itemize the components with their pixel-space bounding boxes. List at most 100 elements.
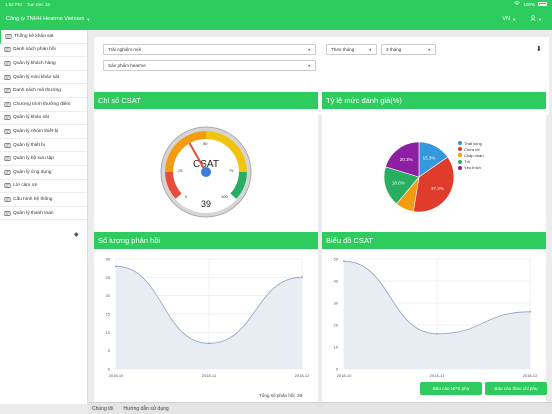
- sidebar-item-label: Danh sách mã thưởng: [13, 88, 61, 94]
- footer-about-link[interactable]: Chúng tôi: [92, 405, 114, 412]
- chevron-down-icon: ▼: [538, 16, 542, 22]
- csat-gauge: 0 25 50 75 100 CSAT 39: [160, 126, 252, 218]
- period-type-value: Theo tháng: [331, 47, 355, 52]
- status-bar: 1:52 PM Tue Dec 18 100%: [0, 0, 552, 8]
- clipboard-icon: [4, 115, 11, 121]
- period-type-select[interactable]: Theo tháng ▼: [326, 44, 377, 55]
- pie-slice[interactable]: [412, 156, 455, 213]
- legend-item[interactable]: Chấp nhận: [458, 152, 484, 158]
- pie-value-label: 15.3%: [423, 155, 436, 160]
- response-count-card: Số lượng phản hồi 0 5 10 15 20 25 30 2018-10 201…: [94, 232, 318, 404]
- sidebar-item[interactable]: Quản lý bộ sưu tập: [0, 152, 87, 166]
- sidebar-item[interactable]: Quản lý thanh toán: [0, 207, 87, 221]
- gauge-band-red: [165, 171, 182, 199]
- survey-icon: [4, 74, 11, 80]
- nps-report-button[interactable]: Báo cáo NPS phụ: [420, 382, 482, 395]
- rating-ratio-card: Tỷ lệ mức đánh giá(%) 15.3% 37.3% 18.6% 20.…: [322, 92, 546, 254]
- sidebar-item-label: Thống kê khảo sát: [14, 33, 54, 39]
- battery-icon: [538, 2, 547, 6]
- data-point[interactable]: [436, 332, 438, 335]
- status-time: 1:52 PM: [5, 1, 22, 7]
- card-title: Chỉ số CSAT: [94, 92, 318, 109]
- list-icon: [4, 47, 11, 53]
- sidebar-item[interactable]: Danh sách mã thưởng: [0, 84, 87, 98]
- gauge-tick-50: 50: [203, 141, 208, 146]
- gauge-tick-75: 75: [229, 168, 234, 173]
- legend-label: Thất vọng: [464, 140, 482, 146]
- x-tick-label: 2018-10: [337, 373, 352, 378]
- app-icon: [4, 169, 11, 175]
- pie-slice[interactable]: [385, 141, 420, 178]
- data-point[interactable]: [208, 342, 210, 345]
- data-point[interactable]: [343, 260, 345, 263]
- message-icon: [4, 183, 11, 189]
- period-value-select[interactable]: 3 tháng ▼: [381, 44, 436, 55]
- x-tick-label: 2018-11: [430, 373, 445, 378]
- sidebar-item[interactable]: Quản lý nhóm thiết bị: [0, 125, 87, 139]
- sidebar-item[interactable]: Lời cảm ơn: [0, 180, 87, 194]
- footer-guide-link[interactable]: Hướng dẫn sử dụng: [123, 405, 169, 412]
- chevron-down-icon: ▼: [512, 16, 517, 22]
- sidebar-item[interactable]: Chương trình thưởng điểm: [0, 98, 87, 112]
- pie-legend: Thất vọng Chưa tốt Chấp nhận Tốt Yêu thích: [458, 140, 484, 171]
- y-tick-label: 30: [106, 257, 111, 262]
- collapse-sidebar-icon[interactable]: ◆: [74, 232, 79, 238]
- sidebar-item[interactable]: Thống kê khảo sát: [0, 30, 87, 44]
- survey-select[interactable]: Trải nghiệm mới ▼: [103, 44, 316, 55]
- x-tick-label: 2018-11: [202, 373, 217, 378]
- legend-item[interactable]: Chưa tốt: [458, 146, 484, 152]
- sidebar-item[interactable]: Danh sách phản hồi: [0, 44, 87, 58]
- legend-label: Chưa tốt: [464, 146, 480, 152]
- y-tick-label: 10: [334, 345, 339, 350]
- x-tick-label: 2018-12: [523, 373, 538, 378]
- sidebar-item[interactable]: Quản lý khách hàng: [0, 57, 87, 71]
- company-switcher[interactable]: Công ty TNHH Hearme Vietnam ▼: [6, 16, 90, 22]
- download-icon[interactable]: ⬇: [536, 46, 542, 53]
- csat-chart-card: Biểu đồ CSAT 0 10 20 30 40 50 2018-10 2018-11 20…: [322, 232, 546, 404]
- legend-item[interactable]: Thất vọng: [458, 140, 484, 146]
- pie-slice[interactable]: [383, 166, 420, 205]
- legend-swatch: [458, 141, 462, 146]
- gauge-value: 39: [201, 199, 211, 209]
- y-tick-label: 0: [336, 367, 339, 372]
- chart-icon: [5, 33, 12, 39]
- sidebar-item[interactable]: Quản lý khảo sát: [0, 112, 87, 126]
- x-tick-label: 2018-10: [109, 373, 124, 378]
- battery-percent: 100%: [523, 1, 535, 7]
- sidebar-item[interactable]: Cấu hình hệ thống: [0, 193, 87, 207]
- card-title: Tỷ lệ mức đánh giá(%): [322, 92, 546, 109]
- data-point[interactable]: [301, 276, 303, 279]
- status-date: Tue Dec 18: [26, 1, 50, 7]
- product-select[interactable]: Sản phẩm hearme ▼: [103, 60, 316, 71]
- sidebar-item-label: Quản lý khách hàng: [13, 60, 56, 66]
- legend-item[interactable]: Tốt: [458, 159, 484, 165]
- csi-report-button[interactable]: Báo cáo theo chỉ phụ: [485, 382, 547, 395]
- sidebar-item[interactable]: Quản lý thiết bị: [0, 139, 87, 153]
- language-switcher[interactable]: VN ▼: [502, 16, 516, 22]
- gauge-needle: [188, 142, 207, 173]
- area-fill: [344, 261, 530, 369]
- gauge-label: CSAT: [193, 159, 219, 170]
- sidebar-item[interactable]: Quản lý mini khảo sát: [0, 71, 87, 85]
- data-point[interactable]: [115, 265, 117, 268]
- wifi-icon: [514, 1, 521, 7]
- legend-swatch: [458, 147, 462, 152]
- y-tick-label: 10: [106, 330, 111, 335]
- sidebar-item[interactable]: Quản lý ứng dụng: [0, 166, 87, 180]
- x-tick-label: 2018-12: [295, 373, 310, 378]
- legend-label: Tốt: [464, 159, 470, 165]
- y-tick-label: 50: [334, 257, 339, 262]
- user-icon: [530, 15, 536, 23]
- pie-value-label: 18.6%: [392, 181, 405, 186]
- y-tick-label: 5: [108, 348, 111, 353]
- period-value: 3 tháng: [386, 47, 402, 52]
- user-menu[interactable]: ▼: [530, 15, 542, 23]
- legend-item[interactable]: Yêu thích: [458, 165, 484, 171]
- y-tick-label: 20: [106, 293, 111, 298]
- data-point[interactable]: [529, 310, 531, 313]
- response-count-chart: 0 5 10 15 20 25 30 2018-10 2018-11 2018-12: [106, 257, 311, 379]
- chevron-down-icon: ▼: [86, 16, 91, 22]
- sidebar-item-label: Quản lý khảo sát: [13, 115, 49, 121]
- y-tick-label: 20: [334, 323, 339, 328]
- payment-icon: [4, 210, 11, 216]
